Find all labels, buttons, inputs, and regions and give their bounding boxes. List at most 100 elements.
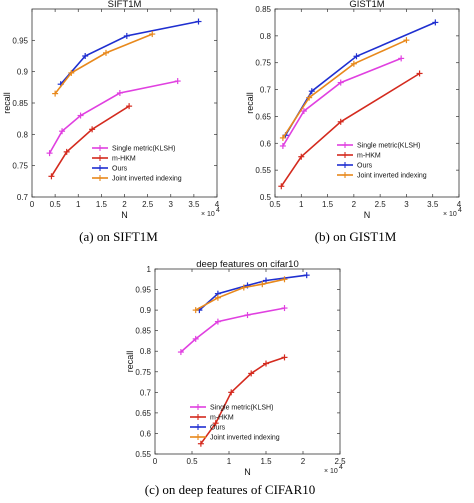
series-point: [337, 118, 344, 125]
y-tick-label: 0.85: [135, 327, 151, 336]
legend-label: m-HKM: [357, 153, 381, 160]
series-point: [432, 19, 439, 26]
x-multiplier-exponent: 4: [458, 207, 462, 214]
x-axis-label: N: [244, 467, 251, 477]
series-point: [195, 18, 202, 25]
y-tick-label: 0.9: [17, 68, 29, 77]
series-point: [248, 370, 255, 377]
series-point: [279, 142, 286, 149]
x-tick-label: 3: [404, 200, 409, 209]
series-point: [103, 49, 109, 56]
y-tick-label: 0.7: [17, 193, 29, 202]
caption-cifar10: (c) on deep features of CIFAR10: [144, 482, 316, 497]
series-line-3: [54, 33, 153, 95]
series-point: [278, 183, 285, 190]
plot-frame: [154, 268, 341, 455]
series-line-0: [48, 80, 178, 154]
x-tick-label: 4: [457, 200, 462, 209]
x-tick-label: 0.5: [186, 457, 198, 466]
series-point: [214, 318, 221, 325]
series-point: [177, 349, 184, 356]
series-point: [398, 55, 405, 62]
legend-label: Joint inverted indexing: [357, 173, 427, 180]
legend-label: Joint inverted indexing: [112, 176, 182, 183]
x-tick-label: 2: [122, 200, 127, 209]
x-tick-label: 0.5: [50, 200, 62, 209]
series-line-3: [282, 39, 407, 139]
series-point: [300, 108, 307, 115]
chart-svg-sift1m: 0 0.5 1 1.5 2 2.5 3 3.5 4 0.7 0.75 0.8 0.85 0.9 0.95 SI…: [2, 0, 220, 220]
y-tick-label: 0.85: [255, 5, 271, 14]
series-point: [192, 335, 199, 342]
x-tick-label: 0.5: [269, 200, 281, 209]
x-tick-label: 1: [76, 200, 81, 209]
series-point: [244, 312, 251, 319]
plot-frame: [274, 8, 460, 198]
series-point: [298, 153, 305, 160]
y-tick-label: 0.75: [255, 59, 271, 68]
series-line-1: [200, 356, 285, 445]
x-multiplier-label: × 10: [443, 211, 457, 218]
series-point: [68, 69, 75, 76]
series-point: [281, 354, 288, 361]
series-point: [48, 173, 55, 180]
chart-svg-cifar10: 0 0.5 1 1.5 2 2.5 0.55 0.6 0.65 0.7 0.75 0.8 0.85 0.9…: [125, 259, 346, 477]
series-point: [281, 276, 288, 283]
legend-label: Ours: [357, 163, 373, 170]
x-tick-label: 3.5: [427, 200, 439, 209]
x-tick-label: 1: [299, 200, 304, 209]
legend-label: m-HKM: [210, 415, 234, 422]
series-point: [303, 272, 310, 279]
series-point: [89, 126, 96, 133]
y-axis-label: recall: [245, 92, 255, 114]
series-point: [149, 31, 156, 38]
series-point: [416, 70, 423, 77]
x-multiplier-label: × 10: [201, 211, 215, 218]
y-axis-label: recall: [125, 351, 135, 373]
chart-title: SIFT1M: [108, 0, 142, 10]
x-multiplier-exponent: 4: [216, 207, 220, 214]
series-point: [116, 89, 123, 96]
y-tick-label: 0.8: [260, 32, 272, 41]
x-tick-label: 2.5: [375, 200, 387, 209]
chart-panel-sift1m: 0 0.5 1 1.5 2 2.5 3 3.5 4 0.7 0.75 0.8 0.85 0.9 0.95 SI…: [0, 0, 237, 226]
y-tick-label: 0.5: [260, 193, 272, 202]
series-point: [240, 284, 247, 291]
series-line-0: [282, 57, 402, 147]
y-tick-label: 0.95: [135, 286, 151, 295]
x-tick-label: 1.5: [322, 200, 334, 209]
x-tick-label: 1.5: [260, 457, 272, 466]
series-point: [259, 281, 266, 288]
series-point: [123, 32, 130, 39]
y-tick-label: 0.6: [260, 139, 272, 148]
y-tick-label: 0.8: [17, 130, 29, 139]
series-point: [174, 78, 181, 85]
y-tick-label: 0.6: [140, 429, 152, 438]
x-multiplier-label: × 10: [324, 468, 338, 475]
legend-label: Single metric(KLSH): [357, 143, 420, 150]
series-point: [192, 307, 199, 314]
legend-label: Single metric(KLSH): [112, 146, 175, 153]
series-point: [353, 53, 360, 60]
series-point: [403, 37, 410, 44]
series-point: [263, 360, 269, 367]
x-tick-label: 2: [352, 200, 357, 209]
series-point: [308, 88, 315, 95]
legend-label: Ours: [112, 166, 128, 173]
x-tick-label: 3: [169, 200, 174, 209]
series-line-3: [195, 278, 285, 311]
y-tick-label: 0.75: [135, 368, 151, 377]
x-tick-label: 2: [301, 457, 306, 466]
x-axis-label: N: [121, 210, 128, 220]
caption-sift1m: (a) on SIFT1M: [79, 229, 158, 244]
x-tick-label: 0: [30, 200, 35, 209]
y-axis-label: recall: [2, 92, 12, 114]
series-line-1: [280, 72, 421, 187]
series-point: [46, 150, 53, 157]
y-tick-label: 0.65: [135, 409, 151, 418]
x-tick-label: 2.5: [334, 457, 346, 466]
chart-panel-gist1m: 0.5 1 1.5 2 2.5 3 3.5 4 0.5 0.55 0.6 0.65 0.7 0.75 0.8…: [237, 0, 474, 226]
series-line-0: [180, 307, 285, 353]
y-tick-label: 0.95: [12, 36, 28, 45]
y-tick-label: 0.9: [140, 306, 152, 315]
